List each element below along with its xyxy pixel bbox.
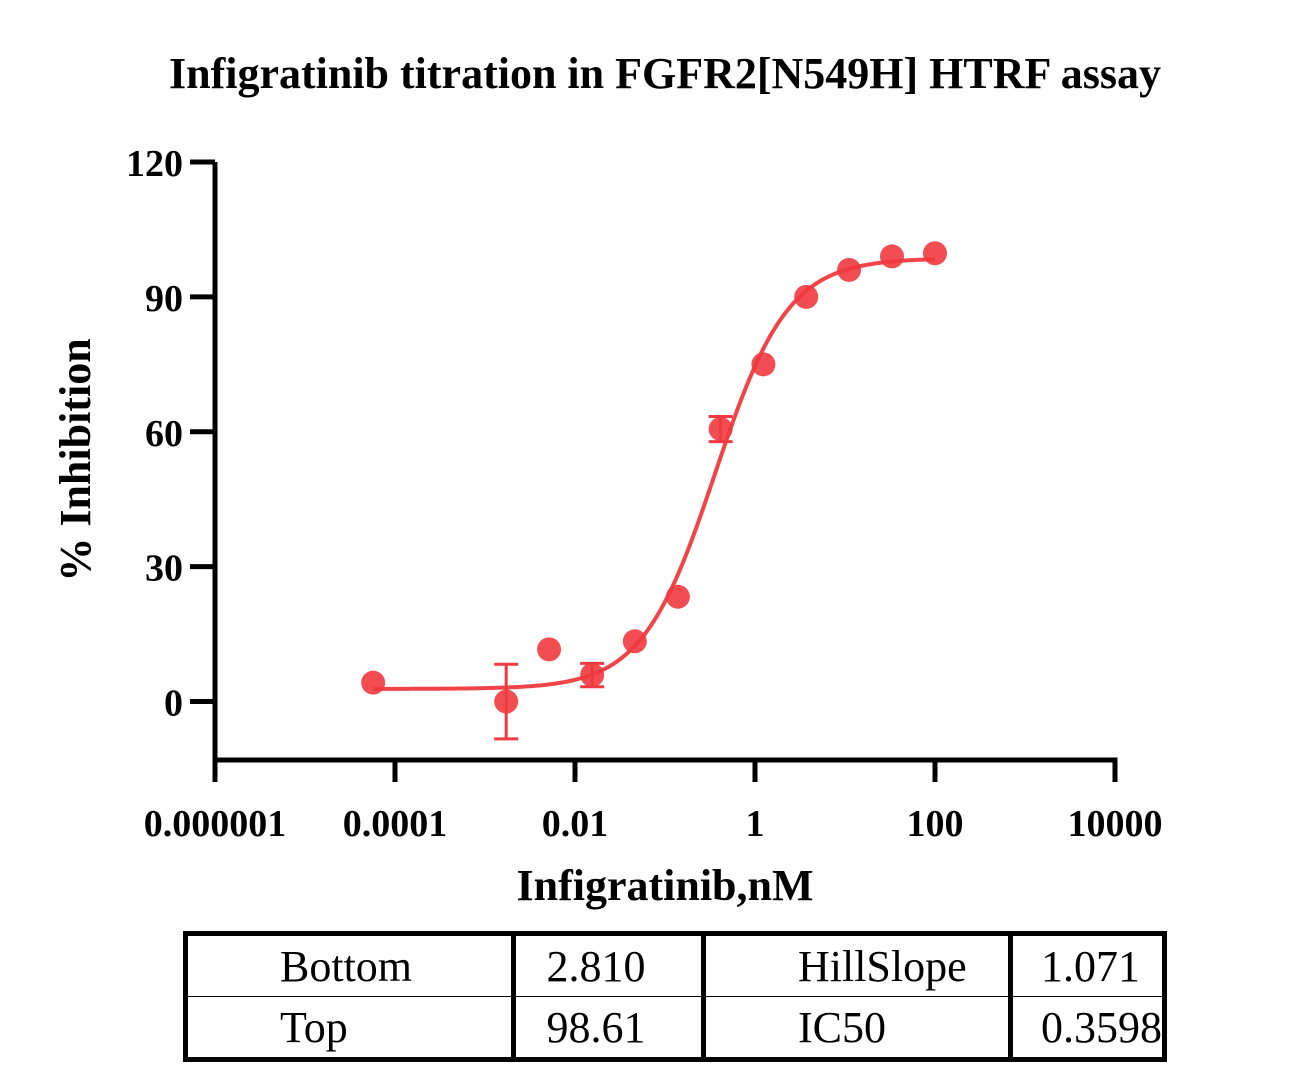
fit-curve bbox=[373, 257, 936, 691]
y-tick-label: 90 bbox=[145, 278, 183, 320]
param-value-top: 98.61 bbox=[511, 996, 704, 1060]
data-point bbox=[537, 637, 562, 662]
x-axis-label: Infigratinib,nM bbox=[516, 861, 813, 910]
table-row: Bottom 2.810 HillSlope 1.071 bbox=[185, 933, 1165, 997]
data-point bbox=[751, 352, 776, 377]
x-tick-label: 10000 bbox=[1068, 803, 1163, 845]
x-tick-label: 1 bbox=[746, 803, 765, 845]
x-tick-label: 0.0001 bbox=[343, 803, 448, 845]
data-point bbox=[622, 629, 647, 654]
param-value-bottom: 2.810 bbox=[511, 933, 704, 997]
data-point bbox=[880, 244, 905, 269]
data-point bbox=[923, 241, 947, 266]
table-row: Top 98.61 IC50 0.3598 bbox=[186, 996, 1165, 1060]
axes: 0 30 60 90 120 0.000001 0.0001 0.01 1 100 10000 bbox=[126, 143, 1163, 845]
x-tick-label: 0.000001 bbox=[144, 803, 287, 845]
param-name-top: Top bbox=[280, 1002, 348, 1052]
data-point bbox=[580, 663, 605, 688]
data-point bbox=[494, 689, 519, 714]
y-axis-label: % Inhibition bbox=[51, 338, 100, 581]
fit-curve-group bbox=[373, 257, 936, 691]
data-point bbox=[708, 417, 733, 442]
param-name-bottom: Bottom bbox=[185, 933, 514, 997]
data-point bbox=[837, 257, 862, 282]
dose-response-chart: Infigratinib titration in FGFR2[N549H] H… bbox=[51, 49, 1163, 910]
param-name-ic50: IC50 bbox=[700, 996, 1011, 1060]
chart-title: Infigratinib titration in FGFR2[N549H] H… bbox=[169, 49, 1161, 98]
data-point bbox=[361, 670, 386, 695]
param-value-hillslope: 1.071 bbox=[1008, 933, 1165, 997]
y-tick-label: 30 bbox=[145, 548, 183, 590]
x-tick-label: 100 bbox=[907, 803, 964, 845]
y-tick-label: 0 bbox=[164, 683, 183, 725]
fit-parameters-table: Bottom 2.810 HillSlope 1.071 Top 98.61 I… bbox=[183, 931, 1167, 1062]
param-value-ic50: 0.3598 bbox=[1008, 996, 1165, 1060]
data-points bbox=[361, 241, 947, 741]
data-point bbox=[665, 584, 690, 609]
y-tick-label: 60 bbox=[145, 413, 183, 455]
data-point bbox=[794, 284, 819, 309]
x-tick-label: 0.01 bbox=[542, 803, 609, 845]
y-tick-label: 120 bbox=[126, 143, 183, 185]
param-name-hillslope: HillSlope bbox=[700, 933, 1011, 997]
